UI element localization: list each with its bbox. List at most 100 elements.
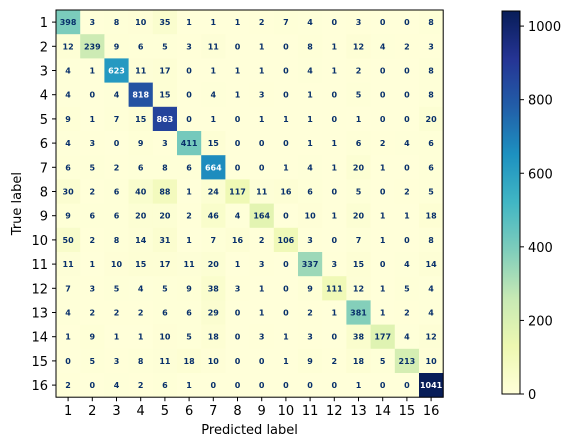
cell-value-label: 1 xyxy=(211,67,217,76)
heatmap-cell xyxy=(249,10,275,35)
cell-value-label: 2 xyxy=(65,381,71,390)
cell-value-label: 4 xyxy=(65,91,71,100)
cell-value-label: 8 xyxy=(138,357,144,366)
heatmap-cell xyxy=(346,58,371,83)
cell-value-label: 10 xyxy=(135,18,147,27)
heatmap-cell xyxy=(152,82,178,108)
heatmap-cell xyxy=(370,10,396,35)
heatmap-cell xyxy=(249,300,275,325)
cell-value-label: 10 xyxy=(111,260,123,269)
heatmap-cell xyxy=(177,58,202,83)
x-tick-label: 13 xyxy=(350,404,367,419)
x-tick-label: 11 xyxy=(302,404,319,419)
heatmap-cell xyxy=(80,179,105,204)
heatmap-cell xyxy=(273,155,299,180)
heatmap-cell xyxy=(346,203,371,229)
heatmap-cell xyxy=(249,227,275,253)
cell-value-label: 30 xyxy=(63,188,75,197)
cell-value-label: 0 xyxy=(235,139,241,148)
heatmap-cell xyxy=(104,252,129,277)
cell-value-label: 1 xyxy=(138,333,144,342)
heatmap-cells: 398 3 8 10 35 1 1 1 2 7 4 0 3 0 0 812 239 9 6 5 3 11 0 1 0 8 1 12 4 2… xyxy=(56,10,444,398)
heatmap-cell xyxy=(249,58,275,83)
cell-value-label: 1 xyxy=(332,139,338,148)
cell-value-label: 0 xyxy=(404,163,410,172)
x-tick-label: 9 xyxy=(258,404,266,419)
heatmap-cell xyxy=(80,155,105,180)
cell-value-label: 35 xyxy=(159,18,171,27)
heatmap-cell xyxy=(249,155,275,180)
heatmap-cell xyxy=(152,58,178,83)
heatmap-cell xyxy=(298,155,323,180)
heatmap-cell xyxy=(370,227,396,253)
cell-value-label: 6 xyxy=(162,381,168,390)
heatmap-cell xyxy=(128,106,154,132)
cell-value-label: 1 xyxy=(235,91,241,100)
heatmap-cell xyxy=(225,106,250,132)
cell-value-label: 9 xyxy=(307,357,313,366)
heatmap-cell xyxy=(346,252,371,277)
cell-value-label: 818 xyxy=(132,91,149,100)
cell-value-label: 2 xyxy=(90,188,96,197)
cell-value-label: 6 xyxy=(356,139,362,148)
heatmap-cell xyxy=(394,324,420,350)
cell-value-label: 1 xyxy=(211,18,217,27)
heatmap-cell xyxy=(128,155,154,180)
cell-value-label: 1 xyxy=(186,18,192,27)
cell-value-label: 2 xyxy=(114,309,120,318)
heatmap-cell xyxy=(201,227,226,253)
cell-value-label: 0 xyxy=(332,18,338,27)
cell-value-label: 11 xyxy=(159,357,171,366)
cell-value-label: 0 xyxy=(332,381,338,390)
y-tick-label: 15 xyxy=(31,355,48,370)
cell-value-label: 7 xyxy=(356,236,362,245)
heatmap-cell xyxy=(419,348,444,374)
heatmap-cell xyxy=(177,276,202,301)
heatmap-cell xyxy=(225,348,250,374)
cell-value-label: 4 xyxy=(307,163,313,172)
cell-value-label: 2 xyxy=(404,188,410,197)
cell-value-label: 0 xyxy=(65,357,71,366)
cell-value-label: 11 xyxy=(256,188,268,197)
heatmap-cell xyxy=(346,155,371,180)
cell-value-label: 5 xyxy=(404,284,410,293)
cell-value-label: 0 xyxy=(259,163,265,172)
cell-value-label: 381 xyxy=(350,309,367,318)
heatmap-cell xyxy=(273,227,299,253)
cell-value-label: 11 xyxy=(208,42,220,51)
colorbar xyxy=(501,10,521,395)
cell-value-label: 4 xyxy=(114,381,120,390)
cell-value-label: 2 xyxy=(332,357,338,366)
cell-value-label: 20 xyxy=(159,212,171,221)
cell-value-label: 1 xyxy=(114,333,120,342)
cell-value-label: 1 xyxy=(235,18,241,27)
cell-value-label: 1 xyxy=(380,236,386,245)
cell-value-label: 0 xyxy=(114,139,120,148)
x-tick-label: 6 xyxy=(185,404,193,419)
heatmap-cell xyxy=(201,82,226,108)
cell-value-label: 0 xyxy=(404,381,410,390)
cell-value-label: 1 xyxy=(186,381,192,390)
cell-value-label: 16 xyxy=(232,236,244,245)
heatmap-cell xyxy=(177,227,202,253)
cell-value-label: 0 xyxy=(332,188,338,197)
colorbar-tick-label: 1000 xyxy=(528,20,561,35)
cell-value-label: 1 xyxy=(332,163,338,172)
heatmap-cell xyxy=(419,203,444,229)
cell-value-label: 20 xyxy=(135,212,147,221)
cell-value-label: 6 xyxy=(65,163,71,172)
heatmap-cell xyxy=(56,179,81,204)
y-tick-label: 6 xyxy=(40,137,48,152)
cell-value-label: 0 xyxy=(235,357,241,366)
heatmap-cell xyxy=(370,106,396,132)
heatmap-cell xyxy=(152,252,178,277)
cell-value-label: 10 xyxy=(159,333,171,342)
cell-value-label: 5 xyxy=(380,357,386,366)
x-tick-label: 10 xyxy=(278,404,295,419)
cell-value-label: 3 xyxy=(259,260,265,269)
colorbar-tick-label: 200 xyxy=(528,314,553,329)
heatmap-cell xyxy=(56,34,81,59)
cell-value-label: 18 xyxy=(353,357,365,366)
cell-value-label: 4 xyxy=(404,333,410,342)
cell-value-label: 2 xyxy=(404,42,410,51)
